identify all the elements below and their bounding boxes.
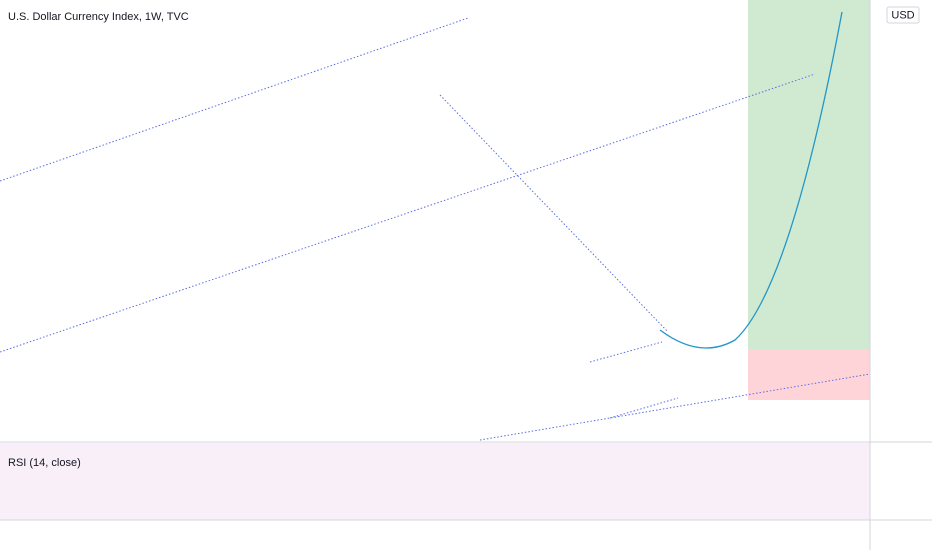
drawings — [0, 17, 871, 441]
support-line — [479, 373, 871, 441]
long-target-zone — [748, 0, 870, 349]
trend-line — [439, 94, 669, 333]
projection-curve — [659, 11, 843, 349]
long-stop-zone — [748, 349, 870, 400]
rsi-panel — [0, 443, 870, 520]
channel-upper — [0, 17, 469, 182]
wedge-lower — [609, 397, 679, 419]
wedge-upper — [589, 341, 663, 363]
currency-badge — [886, 6, 920, 24]
currency: USD — [891, 9, 914, 21]
channel-lower — [0, 73, 816, 353]
rsi-title: RSI (14, close) — [8, 457, 81, 469]
chart-title: U.S. Dollar Currency Index, 1W, TVC — [8, 11, 189, 23]
